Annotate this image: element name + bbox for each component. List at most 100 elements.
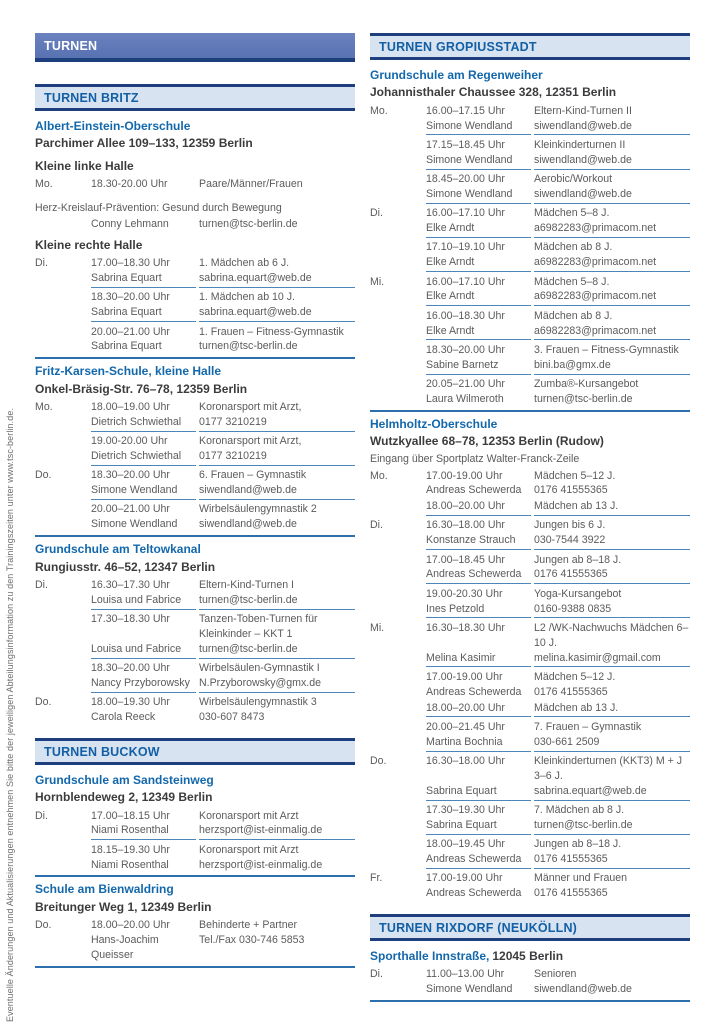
schedule-entry: 18.30–20.00 Uhr 3. Frauen – Fitness-Gymna… — [370, 343, 690, 375]
rule-line-program — [534, 305, 690, 307]
entry-contact-name: Simone Wendland — [91, 484, 178, 497]
entry-main-row: Mi. 16.30–18.30 Uhr L2 /WK-Nachwuchs Mädch… — [370, 621, 690, 651]
entry-contact-name: Niami Rosenthal — [91, 824, 169, 837]
rule-line-time — [91, 464, 196, 466]
entry-day: Di. — [370, 968, 383, 981]
rule-line-time — [426, 202, 531, 204]
entry-contact-row: Sabrina Equart turnen@tsc-berlin.de — [370, 818, 690, 833]
entry-main-row: Do. 18.00–20.00 Uhr Behinderte + Partner — [35, 918, 355, 933]
entry-contact-name: Andreas Schewerda — [426, 484, 522, 497]
rule-line-time — [91, 691, 196, 693]
entry-day: Di. — [370, 519, 383, 532]
entry-day — [370, 803, 423, 818]
entry-contact-name: Ines Petzold — [426, 602, 485, 615]
entry-contact-name: Simone Wendland — [426, 119, 513, 132]
entry-day — [370, 343, 423, 358]
right-column: TURNEN GROPIUSSTADT Grundschule am Regenw… — [370, 33, 690, 1006]
entry-rule — [370, 583, 690, 585]
entry-main-row: Mi. 16.00–17.10 Uhr Mädchen 5–8 J. — [370, 275, 690, 290]
entry-contact-row: Elke Arndt a6982283@primacom.net — [370, 324, 690, 339]
entry-day: Do. — [35, 919, 52, 932]
entry-main-row: Di. 16.30–17.30 Uhr Eltern-Kind-Turnen I — [35, 578, 355, 593]
entry-contact-name: Elke Arndt — [426, 324, 475, 337]
entry-program: Jungen ab 8–18 J. — [534, 553, 622, 566]
venue-name: Grundschule am Regenweiher — [370, 68, 543, 82]
venue-address: Rungiusstr. 46–52, 12347 Berlin — [35, 559, 216, 574]
entry-contact-row: Hans-Joachim Queisser Tel./Fax 030-746 58… — [35, 933, 355, 963]
venue-name-line: Sporthalle Innstraße, 12045 Berlin — [370, 948, 690, 965]
entry-program: Kleinkinderturnen (KKT3) M + J 3–6 J. — [534, 755, 683, 782]
rule-line-time — [426, 833, 531, 835]
venue-separator — [370, 409, 690, 412]
entry-contact-info: 0176 41555365 — [534, 887, 608, 900]
rule-line-time — [91, 657, 196, 659]
entry-contact-info: 030-7544 3922 — [534, 534, 606, 547]
entry-contact-row: Louisa und Fabrice turnen@tsc-berlin.de — [35, 593, 355, 608]
entry-rule — [370, 305, 690, 307]
entry-main-row: 17.00–18.45 Uhr Jungen ab 8–18 J. — [370, 553, 690, 568]
entry-day — [370, 720, 423, 735]
entry-program: Aerobic/Workout — [534, 173, 613, 186]
entry-contact-info: 0176 41555365 — [534, 484, 608, 497]
venue-name: Fritz-Karsen-Schule, kleine Halle — [35, 364, 222, 379]
rule-line-time — [91, 498, 196, 500]
entry-contact-name: Melina Kasimir — [426, 651, 496, 664]
entry-time: 18.30–20.00 Uhr — [91, 469, 170, 482]
entry-day — [370, 837, 423, 852]
entry-rule — [370, 236, 690, 238]
entry-day — [370, 701, 423, 716]
venue-separator — [35, 535, 355, 538]
rule-line-program — [534, 373, 690, 375]
entry-day-spacer — [370, 735, 423, 750]
entry-contact-info: turnen@tsc-berlin.de — [534, 392, 633, 405]
entry-program: Männer und Frauen — [534, 872, 628, 885]
entry-contact-row: Sabrina Equart turnen@tsc-berlin.de — [35, 339, 355, 354]
entry-program: 7. Mädchen ab 8 J. — [534, 804, 625, 817]
entry-contact-row: Andreas Schewerda 0176 41555365 — [370, 483, 690, 498]
entry-program: Koronarsport mit Arzt — [199, 843, 299, 856]
rule-line-program — [534, 271, 690, 273]
entry-main-row: Mo. 18.30-20.00 Uhr Paare/Männer/Frauen — [35, 177, 355, 192]
entry-program: 1. Frauen – Fitness-Gymnastik — [199, 325, 344, 338]
schedule-entry: Mo. 18.30-20.00 Uhr Paare/Männer/Frauen — [35, 177, 355, 192]
entry-day — [370, 377, 423, 392]
venue-name: Grundschule am Teltowkanal — [35, 542, 201, 557]
entry-contact-row: Sabrina Equart sabrina.equart@web.de — [35, 271, 355, 286]
rule-line-program — [199, 430, 355, 432]
rule-line-time — [426, 339, 531, 341]
rule-line-program — [199, 498, 355, 500]
entry-main-row: 17.30–18.30 Uhr Tanzen-Toben-Turnen für K… — [35, 612, 355, 642]
entry-day — [370, 499, 423, 514]
rule-line-program — [534, 549, 690, 551]
entry-contact-info: herzsport@ist-einmalig.de — [199, 858, 323, 871]
entry-contact-info: 0176 41555365 — [534, 853, 608, 866]
entry-day-spacer — [35, 305, 88, 320]
entry-contact-name: Andreas Schewerda — [426, 887, 522, 900]
rule-line-time — [426, 514, 531, 516]
entry-main-row: 16.00–18.30 Uhr Mädchen ab 8 J. — [370, 309, 690, 324]
entry-contact-info: turnen@tsc-berlin.de — [199, 340, 298, 353]
entry-program: Kleinkinderturnen II — [534, 138, 626, 151]
rule-line-time — [426, 799, 531, 801]
entry-day — [370, 138, 423, 153]
schedule-entry: Mi. 16.30–18.30 Uhr L2 /WK-Nachwuchs Mädch… — [370, 621, 690, 668]
entry-day-spacer — [35, 676, 88, 691]
entry-time: 18.15–19.30 Uhr — [91, 843, 170, 856]
entry-day-spacer — [35, 449, 88, 464]
entry-contact-name: Niami Rosenthal — [91, 858, 169, 871]
entry-rule — [35, 464, 355, 466]
entry-day: Di. — [35, 578, 48, 591]
entry-day: Mo. — [35, 178, 53, 191]
entry-day — [35, 290, 88, 305]
entry-main-row: 19.00-20.30 Uhr Yoga-Kursangebot — [370, 587, 690, 602]
entry-rule — [35, 321, 355, 323]
rule-line-program — [534, 750, 690, 752]
entry-day-spacer — [35, 933, 88, 963]
entry-day: Mo. — [35, 401, 53, 413]
schedule-entry: 17.30–19.30 Uhr 7. Mädchen ab 8 J. Sabrina… — [370, 803, 690, 835]
info-note: Herz-Kreislauf-Prävention: Gesund durch … — [35, 202, 282, 214]
entry-time: 18.30–20.00 Uhr — [91, 291, 170, 304]
entry-contact-row: Louisa und Fabrice turnen@tsc-berlin.de — [35, 642, 355, 657]
entry-day-spacer — [370, 483, 423, 498]
